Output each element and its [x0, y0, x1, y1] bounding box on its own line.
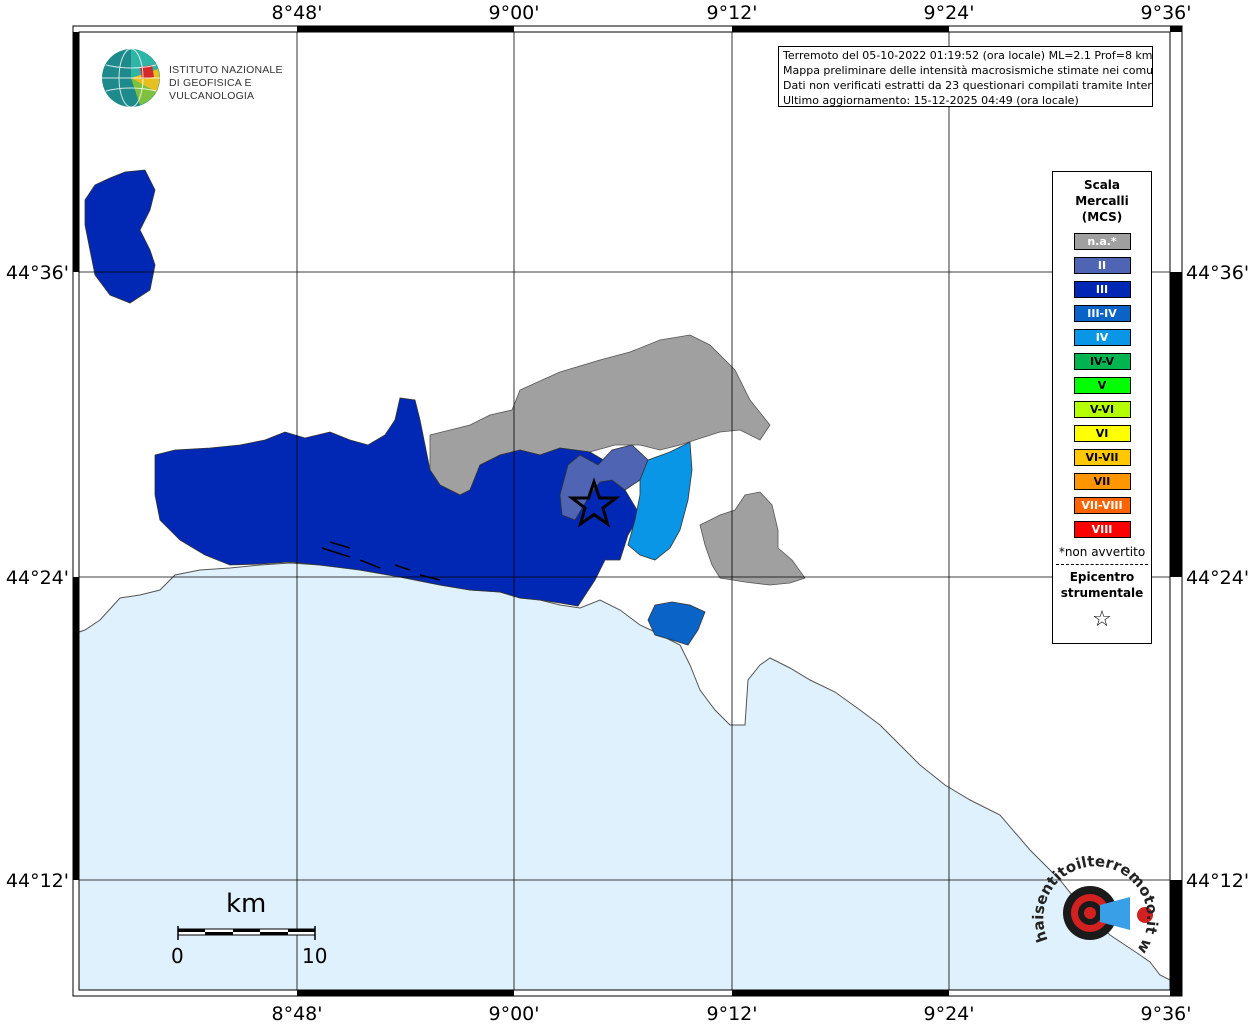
lat-tick-label: 44°24' [1186, 567, 1249, 589]
harbor-lines [321, 541, 441, 581]
lat-tick-label: 44°36' [1186, 262, 1249, 284]
legend-item: III-IV [1073, 305, 1131, 322]
zone-iii-northwest [84, 169, 156, 304]
lon-tick-label: 9°00' [489, 1003, 540, 1024]
legend-item: V-VI [1073, 401, 1131, 418]
legend-items: n.a.* II III III-IV IV IV-V V V-VI VI VI-VII VII VI… [1053, 233, 1151, 538]
legend-star-icon: ☆ [1092, 607, 1112, 632]
ingv-logo: ISTITUTO NAZIONALE DI GEOFISICA E VULCAN… [100, 47, 330, 109]
scale-bar [177, 926, 316, 940]
lon-tick-label: 9°00' [489, 2, 540, 24]
lat-ticks-right: 44°36' 44°24' 44°12' [1186, 262, 1249, 892]
lon-tick-label: 8°48' [272, 2, 323, 24]
legend-item: VI-VII [1073, 449, 1131, 466]
zone-iii-genova [154, 397, 641, 607]
info-line-data: Dati non verificati estratti da 23 quest… [783, 79, 1153, 92]
logo-line-2: DI GEOFISICA E VULCANOLOGIA [169, 77, 255, 102]
legend-item: IV-V [1073, 353, 1131, 370]
zone-iv [627, 441, 693, 561]
lat-ticks-left: 44°36' 44°24' 44°12' [6, 262, 69, 892]
legend-item: VII [1073, 473, 1131, 490]
legend-epicenter-label: Epicentro strumentale [1060, 570, 1144, 600]
legend-item: V [1073, 377, 1131, 394]
legend-item: IV [1073, 329, 1131, 346]
legend-item: VII-VIII [1073, 497, 1131, 514]
info-line-event: Terremoto del 05-10-2022 01:19:52 (ora l… [783, 49, 1153, 62]
legend-item: VI [1073, 425, 1131, 442]
info-line-map: Mappa preliminare delle intensità macros… [783, 64, 1153, 77]
logo-line-1: ISTITUTO NAZIONALE [169, 64, 283, 76]
lat-tick-label: 44°12' [1186, 870, 1249, 892]
scale-max: 10 [302, 944, 328, 968]
lon-tick-label: 9°24' [924, 1003, 975, 1024]
legend-item: II [1073, 257, 1131, 274]
lon-tick-label: 9°24' [924, 2, 975, 24]
lon-tick-label: 9°12' [707, 1003, 758, 1024]
lon-tick-label: 8°48' [272, 1003, 323, 1024]
mcs-legend: Scala Mercalli (MCS) n.a.* II III III-IV IV I… [1052, 171, 1152, 644]
lon-tick-label: 9°36' [1141, 1003, 1192, 1024]
lon-ticks-bottom: 8°48' 9°00' 9°12' 9°24' 9°36' [272, 1003, 1192, 1024]
legend-item: VIII [1073, 521, 1131, 538]
ingv-name: ISTITUTO NAZIONALE DI GEOFISICA E VULCAN… [169, 64, 330, 103]
legend-divider [1056, 564, 1148, 565]
legend-item: n.a.* [1073, 233, 1131, 250]
legend-item: III [1073, 281, 1131, 298]
legend-title: Scala Mercalli (MCS) [1075, 178, 1129, 224]
lat-tick-label: 44°12' [6, 870, 69, 892]
lat-tick-label: 44°36' [6, 262, 69, 284]
graticule [79, 32, 1170, 990]
lon-tick-label: 9°12' [707, 2, 758, 24]
legend-note: *non avvertito [1058, 545, 1146, 559]
scale-min: 0 [171, 944, 184, 968]
scale-unit: km [226, 889, 267, 919]
globe-icon [102, 48, 160, 108]
frame-checker [73, 26, 1182, 996]
epicenter-star [567, 477, 621, 528]
event-info-box: Terremoto del 05-10-2022 01:19:52 (ora l… [778, 46, 1153, 107]
zone-iii-iv [647, 601, 706, 646]
lat-tick-label: 44°24' [6, 567, 69, 589]
zone-na-east [699, 491, 806, 586]
info-line-update: Ultimo aggiornamento: 15-12-2025 04:49 (… [783, 94, 1079, 107]
lon-ticks-top: 8°48' 9°00' 9°12' 9°24' 9°36' [272, 2, 1192, 24]
lon-tick-label: 9°36' [1141, 2, 1192, 24]
